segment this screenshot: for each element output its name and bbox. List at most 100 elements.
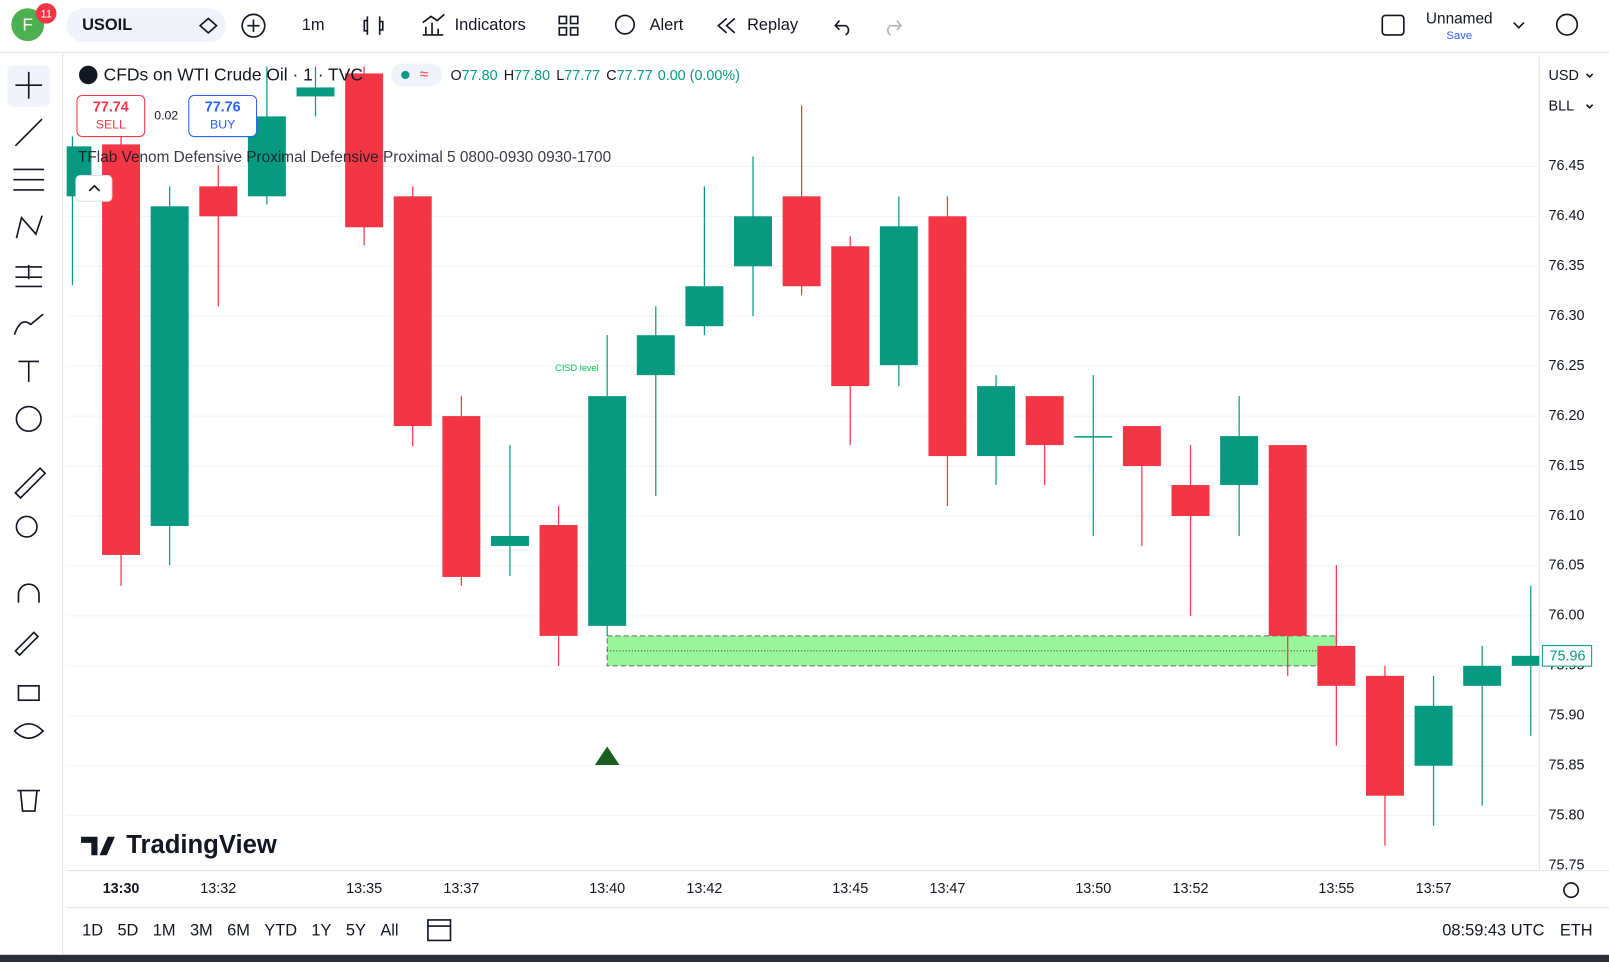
buy-button[interactable]	[188, 94, 258, 138]
x-tick-label: 13:57	[1416, 881, 1452, 897]
candle-body	[490, 535, 529, 546]
taskbar-edge	[0, 954, 1609, 962]
undo[interactable]	[834, 20, 850, 36]
x-tick-label: 13:47	[929, 881, 965, 897]
sell-button[interactable]	[76, 94, 146, 138]
candle-body	[1365, 675, 1404, 796]
candle-body	[1025, 396, 1064, 446]
candle-body	[636, 335, 675, 376]
y-tick-label: 75.85	[1549, 758, 1585, 774]
ohlc-value: 77.77	[564, 68, 600, 84]
y-tick-label: 75.80	[1549, 807, 1585, 823]
indicator-legend: TFlab Venom Defensive Proximal Defensive…	[78, 149, 611, 166]
x-tick-label: 13:32	[200, 881, 236, 897]
y-tick-label: 76.45	[1549, 158, 1585, 174]
indicators[interactable]: Indicators	[455, 16, 526, 34]
delete-tool[interactable]	[17, 789, 41, 812]
logo-mark	[81, 836, 115, 856]
ohlc: O77.80 H77.80 L77.77 C77.77 0.00 (0.00%)	[451, 68, 740, 84]
save[interactable]: Save	[1446, 30, 1472, 42]
ohlc-value: 77.77	[617, 68, 653, 84]
emoji-tool[interactable]	[15, 405, 42, 433]
range-button[interactable]: 5D	[117, 922, 138, 940]
symbol-logo	[79, 65, 98, 85]
add-icon[interactable]	[241, 13, 266, 38]
ohlc-value: 77.80	[462, 68, 498, 84]
range-button[interactable]: YTD	[264, 922, 297, 940]
redo[interactable]	[887, 20, 903, 36]
range-button[interactable]: 1Y	[311, 922, 331, 940]
interval[interactable]: 1m	[302, 16, 325, 34]
quick-icon[interactable]	[1555, 13, 1579, 36]
alert[interactable]: Alert	[650, 16, 684, 34]
templates-icon[interactable]	[558, 15, 579, 36]
candle-body	[879, 226, 918, 366]
indicators-icon[interactable]	[422, 13, 445, 36]
replay-icon[interactable]	[717, 17, 736, 34]
x-tick-label: 13:30	[103, 881, 140, 897]
session[interactable]: ETH	[1560, 922, 1593, 940]
sell-price: 77.74	[93, 100, 129, 116]
hide-tool[interactable]	[13, 723, 45, 740]
top-bar	[0, 0, 1609, 52]
magnet-tool[interactable]	[17, 583, 40, 603]
settings-icon[interactable]	[1563, 882, 1580, 899]
clock: 08:59:43 UTC	[1442, 922, 1544, 940]
candle-body	[102, 144, 141, 555]
crosshair-tool[interactable]	[15, 71, 43, 99]
zoom-tool[interactable]	[15, 515, 38, 538]
candle-body	[1171, 485, 1210, 517]
brush-tool[interactable]	[13, 313, 44, 335]
range-button[interactable]: All	[380, 922, 398, 940]
status-wave: ≈	[420, 66, 429, 83]
y-tick-label: 75.90	[1549, 708, 1585, 724]
range-button[interactable]: 1D	[82, 922, 103, 940]
pattern-tool[interactable]	[15, 215, 43, 239]
currency[interactable]: USD	[1549, 68, 1579, 84]
candle-body	[345, 73, 384, 228]
layout-name[interactable]: Unnamed	[1426, 11, 1493, 28]
ohlc-label: H	[504, 68, 514, 84]
range-button[interactable]: 6M	[227, 922, 250, 940]
symbol-icon[interactable]	[198, 17, 218, 34]
alert-icon[interactable]	[614, 14, 636, 35]
scale-menus[interactable]	[1585, 73, 1594, 109]
range-button[interactable]: 1M	[153, 922, 176, 940]
ohlc-label: O	[451, 68, 462, 84]
avatar[interactable]	[11, 8, 45, 42]
unit[interactable]: BLL	[1549, 99, 1575, 115]
y-tick-label: 76.30	[1549, 308, 1585, 324]
ruler-tool[interactable]	[14, 467, 47, 500]
chart-type-icon[interactable]	[363, 16, 384, 35]
x-tick-label: 13:42	[686, 881, 722, 897]
candle-body	[831, 246, 870, 387]
collapse-button[interactable]	[75, 175, 113, 202]
line-tool[interactable]	[14, 118, 43, 147]
lock-tool[interactable]	[17, 685, 40, 702]
logo: TradingView	[126, 831, 277, 859]
lock-draw-tool[interactable]	[14, 631, 40, 657]
sell-label: SELL	[96, 118, 126, 132]
candle-body	[685, 286, 724, 327]
symbol-search[interactable]	[66, 8, 226, 43]
layout-icon[interactable]	[1381, 14, 1405, 36]
x-tick-label: 13:45	[832, 881, 868, 897]
status-dot	[401, 70, 410, 80]
forecast-tool[interactable]	[15, 264, 43, 288]
layout-menu[interactable]	[1513, 22, 1525, 29]
candle-body	[393, 196, 432, 427]
y-tick-label: 76.40	[1549, 208, 1585, 224]
range-button[interactable]: 5Y	[346, 922, 366, 940]
avatar-letter: F	[22, 14, 33, 34]
replay[interactable]: Replay	[747, 16, 799, 34]
text-tool[interactable]	[18, 360, 39, 382]
fib-tool[interactable]	[13, 168, 45, 191]
range-button[interactable]: 3M	[190, 922, 213, 940]
date-range-icon[interactable]	[427, 919, 452, 942]
ohlc-value: 77.80	[514, 68, 550, 84]
candle-body	[1414, 705, 1453, 766]
candle-body	[588, 396, 627, 626]
